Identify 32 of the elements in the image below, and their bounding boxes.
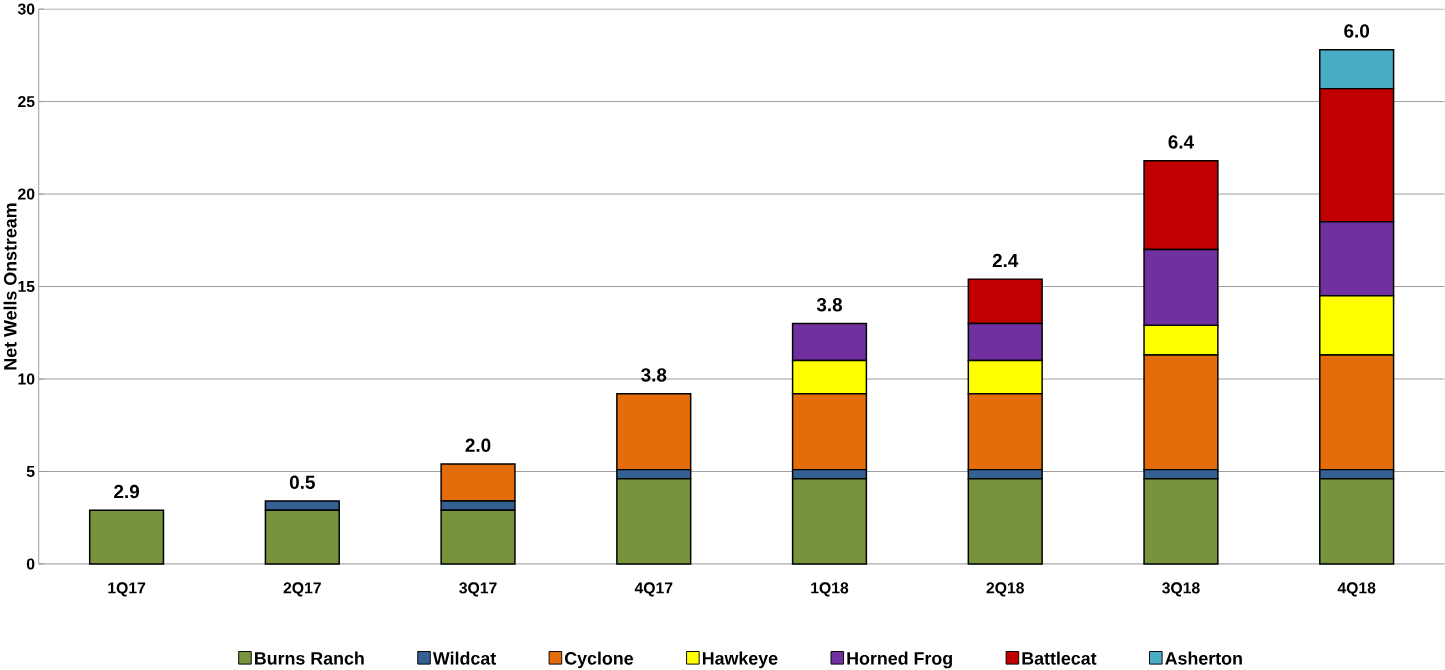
legend-label: Hawkeye xyxy=(702,651,778,669)
annotation: 2.9 xyxy=(114,484,140,499)
legend-label: Battlecat xyxy=(1022,651,1097,665)
x-tick-label: 4Q18 xyxy=(1337,582,1376,597)
x-tick-label: 3Q18 xyxy=(1162,582,1200,597)
annotation: 2.0 xyxy=(465,438,491,452)
x-tick-label: 2Q17 xyxy=(283,582,321,597)
legend-label: Horned Frog xyxy=(847,651,952,669)
legend-label: Cyclone xyxy=(564,651,634,669)
x-tick-label: 1Q18 xyxy=(811,582,849,597)
y-tick-label: 20 xyxy=(18,188,35,200)
y-tick-label: 0 xyxy=(26,558,35,570)
annotation: 6.4 xyxy=(1168,135,1194,149)
legend-label: Asherton xyxy=(1165,651,1242,665)
y-tick-label: 30 xyxy=(17,3,35,15)
y-tick-label: 15 xyxy=(18,280,35,292)
y-tick-label: 5 xyxy=(26,465,35,477)
legend-label: Burns Ranch xyxy=(255,651,364,665)
legend-label: Wildcat xyxy=(432,651,496,665)
annotation: 6.0 xyxy=(1344,24,1370,38)
x-tick-label: 2Q18 xyxy=(986,582,1024,597)
x-tick-label: 4Q17 xyxy=(634,582,673,597)
x-tick-label: 3Q17 xyxy=(459,582,497,597)
y-tick-label: 10 xyxy=(18,373,35,385)
annotation: 3.8 xyxy=(641,368,667,382)
annotation: 0.5 xyxy=(289,475,315,489)
y-tick-label: 25 xyxy=(18,95,35,107)
annotation: 3.8 xyxy=(816,297,843,312)
bar xyxy=(88,509,165,565)
y-axis-title: Net Wells Onstream xyxy=(3,203,17,370)
x-tick-label: 1Q17 xyxy=(108,582,146,597)
annotation: 2.4 xyxy=(992,253,1019,267)
